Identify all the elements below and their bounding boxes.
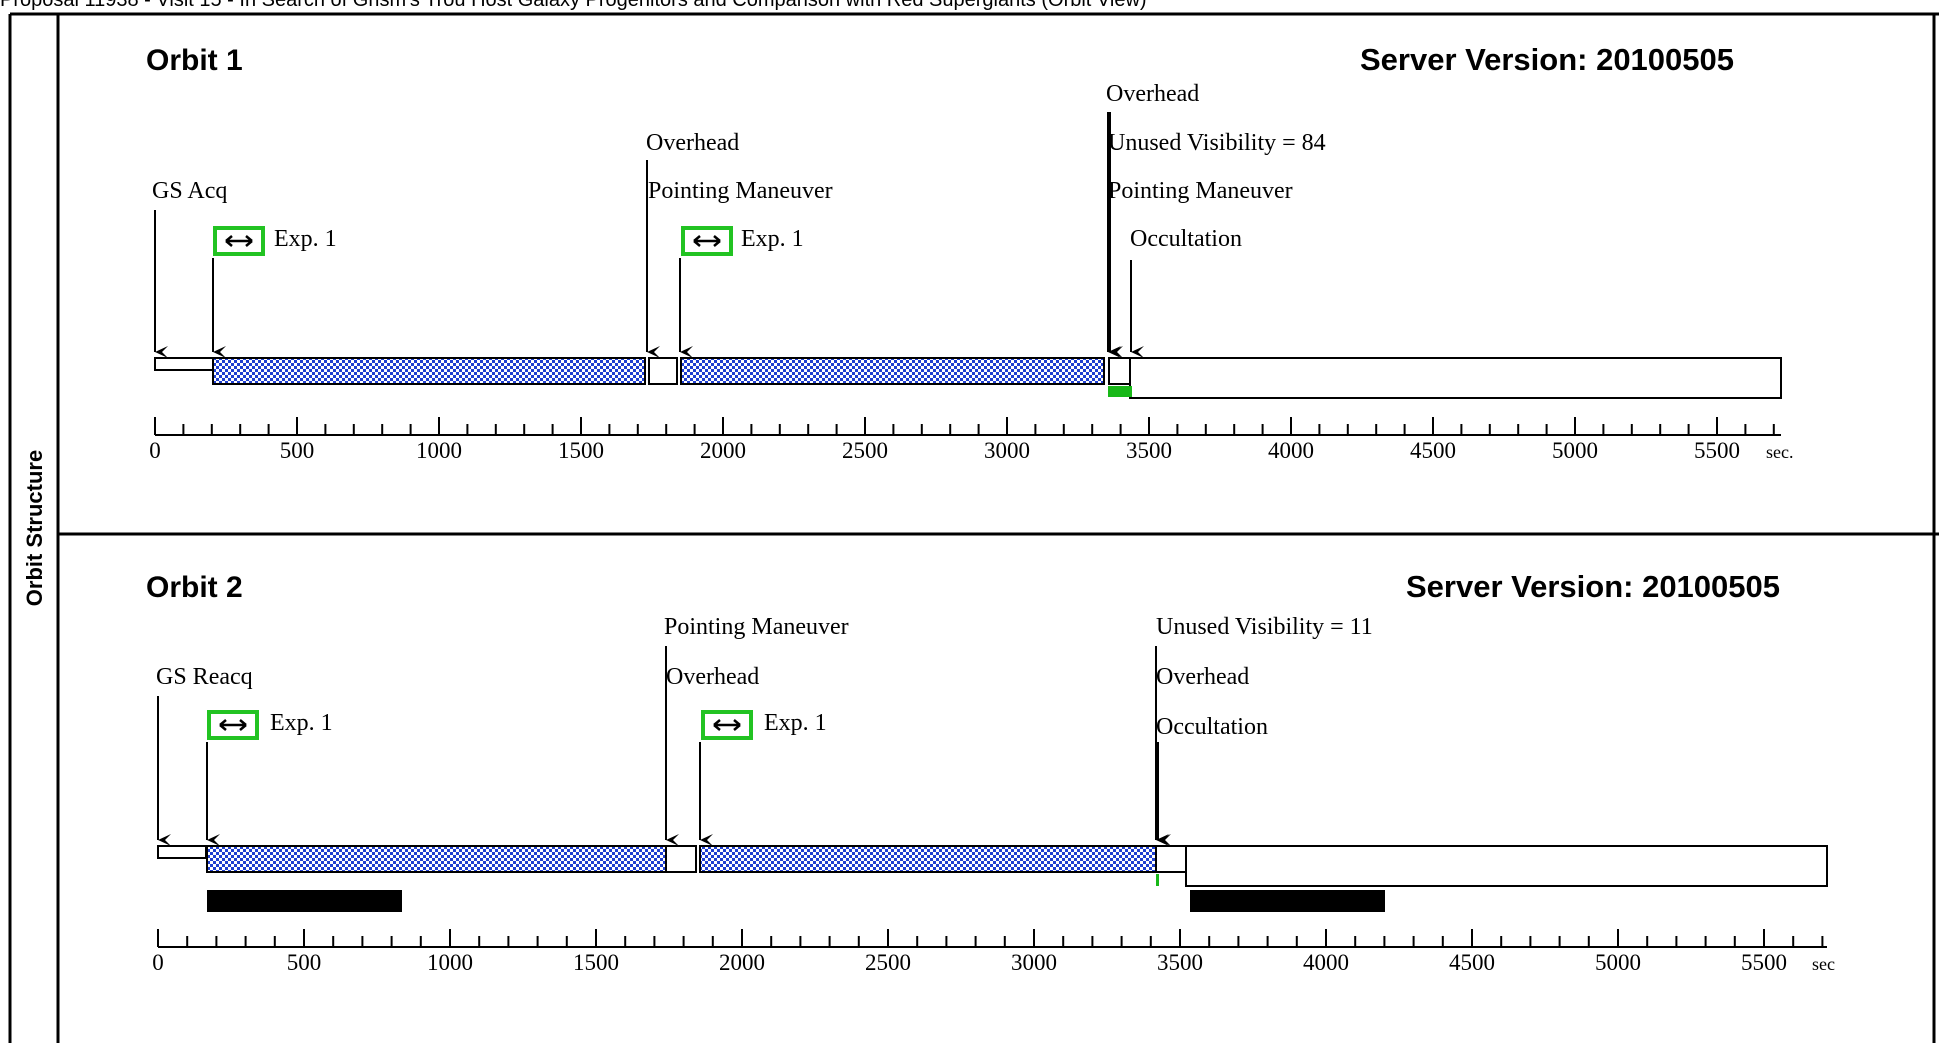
gs-acq-segment xyxy=(154,357,214,371)
overhead-segment-2 xyxy=(1155,845,1187,873)
tick-label: 2000 xyxy=(719,950,765,975)
saa-bar-2 xyxy=(1190,890,1385,912)
exp-label: Exp. 1 xyxy=(274,226,337,252)
tick-label: 4000 xyxy=(1268,438,1314,463)
tick-label: 500 xyxy=(280,438,315,463)
tick-label: 4500 xyxy=(1449,950,1495,975)
exposure-1-bar xyxy=(212,357,646,385)
occultation-label: Occultation xyxy=(1156,714,1268,740)
overhead-label: Overhead xyxy=(646,130,739,156)
gs-reacq-label: GS Reacq xyxy=(156,664,253,690)
tick-label: 0 xyxy=(149,438,161,463)
overhead-segment xyxy=(648,357,678,385)
tick-label: 2000 xyxy=(700,438,746,463)
occultation-bar xyxy=(1129,357,1782,399)
overhead-segment xyxy=(665,845,697,873)
exp-label: Exp. 1 xyxy=(270,710,333,736)
tick-label: 5000 xyxy=(1595,950,1641,975)
tick-label: 1000 xyxy=(427,950,473,975)
overhead-label: Overhead xyxy=(666,664,759,690)
tick-label: 500 xyxy=(287,950,322,975)
exposure-2-bar xyxy=(680,357,1105,385)
orbit-title: Orbit 1 xyxy=(146,44,243,77)
side-label: Orbit Structure xyxy=(22,450,47,606)
tick-label: 5500 xyxy=(1741,950,1787,975)
overhead-label-2: Overhead xyxy=(1106,81,1199,107)
double-arrow-icon[interactable] xyxy=(213,226,265,256)
tick-label: 5000 xyxy=(1552,438,1598,463)
double-arrow-icon[interactable] xyxy=(207,710,259,740)
saa-bar xyxy=(207,890,402,912)
page-header: Proposal 11938 - Visit 15 - In Search of… xyxy=(0,0,1147,11)
pointing-maneuver-label: Pointing Maneuver xyxy=(648,178,833,204)
tick-label: 1500 xyxy=(558,438,604,463)
pointing-maneuver-label: Pointing Maneuver xyxy=(664,614,849,640)
server-version: Server Version: 20100505 xyxy=(1406,569,1780,604)
tick-label: 0 xyxy=(152,950,164,975)
axis-ticks xyxy=(157,929,1824,947)
axis-ticks xyxy=(154,417,1775,435)
unused-visibility-marker xyxy=(1156,874,1159,886)
double-arrow-icon[interactable] xyxy=(681,226,733,256)
axis-tick-labels: 0 500 1000 1500 2000 2500 3000 3500 4000… xyxy=(149,438,1793,463)
exp-label: Exp. 1 xyxy=(741,226,804,252)
tick-label: 3500 xyxy=(1126,438,1172,463)
gs-acq-label: GS Acq xyxy=(152,178,227,204)
axis-tick-labels: 0 500 1000 1500 2000 2500 3000 3500 4000… xyxy=(152,950,1835,975)
server-version: Server Version: 20100505 xyxy=(1360,42,1734,77)
orbit-2-panel: Orbit 2 Server Version: 20100505 xyxy=(146,569,1835,975)
tick-label: 3000 xyxy=(1011,950,1057,975)
exposure-2-bar xyxy=(699,845,1157,873)
double-arrow-icon[interactable] xyxy=(701,710,753,740)
axis-unit-label: sec. xyxy=(1766,442,1793,462)
orbit-1-panel: Orbit 1 Server Version: 20100505 xyxy=(146,42,1793,463)
tick-label: 1000 xyxy=(416,438,462,463)
tick-label: 2500 xyxy=(865,950,911,975)
exposure-1-bar xyxy=(206,845,667,873)
occultation-label: Occultation xyxy=(1130,226,1242,252)
unused-visibility-marker xyxy=(1108,386,1132,397)
pointing-maneuver-label-2: Pointing Maneuver xyxy=(1108,178,1293,204)
tick-label: 3000 xyxy=(984,438,1030,463)
unused-visibility-label: Unused Visibility = 11 xyxy=(1156,614,1373,640)
tick-label: 4000 xyxy=(1303,950,1349,975)
occultation-bar xyxy=(1185,845,1828,887)
tick-label: 1500 xyxy=(573,950,619,975)
overhead-label-2: Overhead xyxy=(1156,664,1249,690)
tick-label: 4500 xyxy=(1410,438,1456,463)
axis-unit-label: sec xyxy=(1812,954,1835,974)
orbit-title: Orbit 2 xyxy=(146,571,243,604)
exp-label: Exp. 1 xyxy=(764,710,827,736)
tick-label: 2500 xyxy=(842,438,888,463)
gs-reacq-segment xyxy=(157,845,207,859)
tick-label: 3500 xyxy=(1157,950,1203,975)
unused-visibility-label: Unused Visibility = 84 xyxy=(1108,130,1326,156)
tick-label: 5500 xyxy=(1694,438,1740,463)
